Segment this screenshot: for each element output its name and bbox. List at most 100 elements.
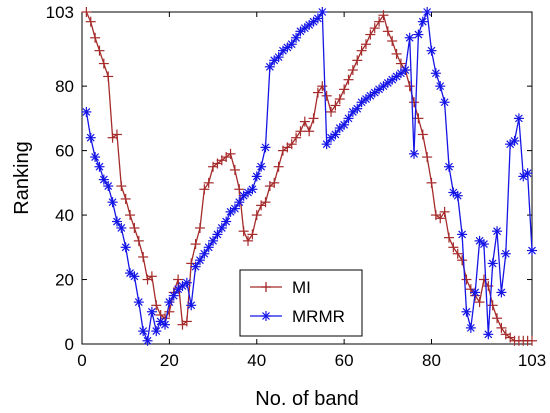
data-point-mrmr <box>483 329 494 340</box>
data-point-mrmr <box>457 229 468 240</box>
data-point-mi <box>251 210 262 221</box>
data-point-mrmr <box>461 306 472 317</box>
data-point-mrmr <box>400 65 411 76</box>
data-point-mi <box>492 313 503 324</box>
data-point-mi <box>129 222 140 233</box>
data-point-mrmr <box>238 190 249 201</box>
data-point-mrmr <box>111 216 122 227</box>
data-point-mrmr <box>321 139 332 150</box>
data-point-mi <box>308 113 319 124</box>
data-point-mi <box>387 36 398 47</box>
data-point-mi <box>317 81 328 92</box>
data-point-mrmr <box>81 106 92 117</box>
data-point-mrmr <box>190 261 201 272</box>
x-tick-label: 80 <box>422 351 441 370</box>
legend: MI MRMR <box>239 269 363 337</box>
data-point-mrmr <box>120 242 131 253</box>
data-point-mrmr <box>365 90 376 101</box>
data-point-mi <box>243 235 254 246</box>
data-point-mi <box>194 222 205 233</box>
data-point-mrmr <box>116 222 127 233</box>
data-point-mrmr <box>90 152 101 163</box>
data-point-mi <box>356 45 367 56</box>
data-point-mrmr <box>291 32 302 43</box>
data-point-mrmr <box>426 45 437 56</box>
data-point-mrmr <box>168 290 179 301</box>
data-point-mi <box>391 48 402 59</box>
data-point-mi <box>443 232 454 243</box>
data-point-mrmr <box>452 190 463 201</box>
data-point-mrmr <box>199 248 210 259</box>
data-point-mi <box>326 106 337 117</box>
data-point-mi <box>369 23 380 34</box>
data-point-mrmr <box>470 287 481 298</box>
data-point-mi <box>330 100 341 111</box>
data-point-mrmr <box>500 248 511 259</box>
data-point-mi <box>448 242 459 253</box>
data-point-mi <box>203 177 214 188</box>
data-point-mi <box>312 87 323 98</box>
data-point-mrmr <box>129 271 140 282</box>
data-point-mrmr <box>98 174 109 185</box>
data-point-mrmr <box>286 39 297 50</box>
data-point-mi <box>457 255 468 266</box>
data-point-mrmr <box>229 203 240 214</box>
data-point-mrmr <box>251 171 262 182</box>
data-point-mrmr <box>234 197 245 208</box>
data-point-mi <box>98 58 109 69</box>
data-point-mi <box>439 206 450 217</box>
data-point-mrmr <box>212 229 223 240</box>
data-point-mi <box>527 335 537 346</box>
data-point-mrmr <box>312 13 323 24</box>
legend-mrmr-label: MRMR <box>292 307 345 326</box>
y-tick-label: 60 <box>55 142 74 161</box>
data-point-mrmr <box>326 132 337 143</box>
data-point-mrmr <box>374 84 385 95</box>
data-point-mi <box>138 251 149 262</box>
data-point-mrmr <box>85 132 96 143</box>
series-mi <box>81 7 537 346</box>
data-point-mrmr <box>243 187 254 198</box>
data-point-mi <box>478 274 489 285</box>
data-point-mi <box>151 300 162 311</box>
legend-mi-marker <box>261 282 271 292</box>
data-point-mrmr <box>522 168 533 179</box>
data-point-mi <box>321 90 332 101</box>
data-point-mrmr <box>142 335 153 346</box>
data-point-mrmr <box>146 306 157 317</box>
data-point-mi <box>199 184 210 195</box>
data-point-mi <box>225 148 236 159</box>
data-point-mi <box>103 71 114 82</box>
data-point-mi <box>374 16 385 27</box>
data-point-mrmr <box>273 52 284 63</box>
data-point-mi <box>352 55 363 66</box>
data-point-mrmr <box>417 16 428 27</box>
data-point-mi <box>229 164 240 175</box>
data-point-mrmr <box>151 326 162 337</box>
data-point-mrmr <box>138 326 149 337</box>
data-point-mrmr <box>194 255 205 266</box>
data-point-mi <box>334 94 345 105</box>
data-point-mi <box>81 7 92 17</box>
data-point-mi <box>247 229 258 240</box>
legend-box <box>239 269 363 337</box>
data-point-mrmr <box>216 222 227 233</box>
data-point-mi <box>173 274 184 285</box>
data-point-mrmr <box>509 135 520 146</box>
data-point-mrmr <box>203 242 214 253</box>
x-tick-label: 40 <box>247 351 266 370</box>
x-tick-label: 0 <box>77 351 86 370</box>
x-tick-label: 103 <box>518 351 546 370</box>
y-tick-label: 40 <box>55 206 74 225</box>
data-point-mi <box>111 129 122 140</box>
data-point-mi <box>474 297 485 308</box>
y-axis-label: Ranking <box>11 141 33 214</box>
data-point-mi <box>85 16 96 27</box>
data-point-mrmr <box>264 61 275 72</box>
data-point-mi <box>496 322 507 333</box>
x-tick-label: 20 <box>160 351 179 370</box>
data-point-mrmr <box>496 287 507 298</box>
plot-frame <box>81 11 533 345</box>
data-point-mrmr <box>465 322 476 333</box>
